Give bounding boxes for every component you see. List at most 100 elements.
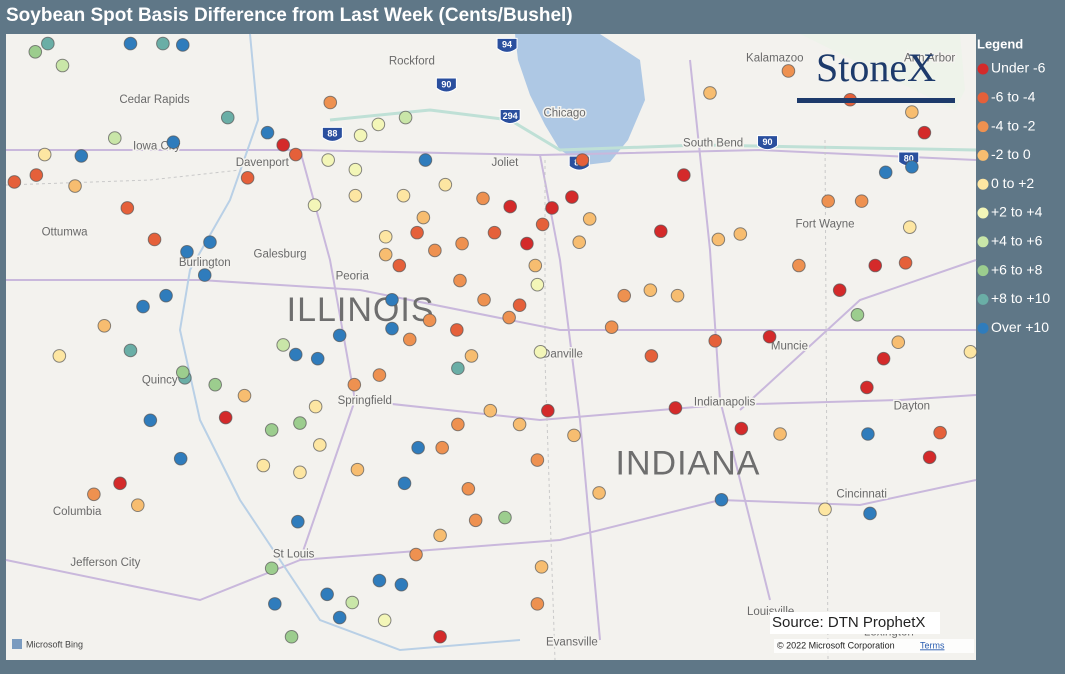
basis-point xyxy=(260,125,275,140)
city-label: Cincinnati xyxy=(836,488,887,500)
basis-point xyxy=(372,368,387,382)
basis-point xyxy=(878,165,893,180)
basis-point xyxy=(541,403,555,418)
basis-point xyxy=(876,351,891,366)
basis-point xyxy=(714,492,729,507)
basis-point xyxy=(68,179,82,193)
legend: Legend Under -6 -6 to -4 -4 to -2 -2 to 0 0 … xyxy=(977,36,1050,334)
city-label: Danville xyxy=(542,349,583,361)
highway-number: 90 xyxy=(441,79,451,89)
basis-point xyxy=(422,313,437,328)
city-label: Jefferson City xyxy=(70,557,140,569)
city-label: Joliet xyxy=(492,157,520,169)
basis-point xyxy=(416,210,431,225)
basis-point xyxy=(654,224,668,239)
basis-point xyxy=(821,194,835,208)
legend-label: Under -6 xyxy=(991,60,1046,76)
basis-point xyxy=(159,288,173,303)
highway-number: 80 xyxy=(904,153,914,163)
basis-point xyxy=(377,613,392,628)
basis-point xyxy=(52,349,67,363)
basis-point xyxy=(677,168,691,182)
basis-point xyxy=(455,236,469,251)
basis-point xyxy=(668,401,683,415)
legend-label: 0 to +2 xyxy=(991,175,1034,191)
river xyxy=(178,33,521,652)
basis-point xyxy=(483,403,498,418)
basis-point xyxy=(371,117,386,132)
basis-point xyxy=(476,191,490,206)
basis-point xyxy=(433,629,447,644)
title: Soybean Spot Basis Difference from Last … xyxy=(6,5,573,26)
basis-point xyxy=(922,450,937,465)
basis-point xyxy=(592,486,606,500)
basis-point xyxy=(512,417,527,432)
legend-label: +4 to +6 xyxy=(991,233,1043,249)
map-background xyxy=(6,34,976,660)
basis-point xyxy=(902,220,917,234)
legend-label: -6 to -4 xyxy=(991,89,1036,105)
basis-point xyxy=(435,440,449,455)
basis-point xyxy=(385,321,399,336)
highway-number: 294 xyxy=(503,111,518,121)
state-label: INDIANA xyxy=(616,444,761,482)
basis-point xyxy=(418,153,433,167)
highway-number: 90 xyxy=(762,137,772,147)
basis-point xyxy=(464,349,479,363)
basis-point xyxy=(264,423,279,437)
basis-point xyxy=(397,476,412,491)
basis-point xyxy=(372,573,387,588)
basis-point xyxy=(293,465,307,480)
basis-point xyxy=(832,283,847,297)
basis-point xyxy=(268,597,282,611)
basis-point xyxy=(175,38,190,52)
basis-point xyxy=(220,110,235,125)
basis-point xyxy=(288,147,303,162)
city-label: St Louis xyxy=(273,549,315,561)
basis-point xyxy=(55,58,70,73)
city-label: Indianapolis xyxy=(694,397,756,409)
city-label: Chicago xyxy=(543,107,585,119)
basis-point xyxy=(773,427,787,441)
basis-point xyxy=(74,149,89,163)
basis-point xyxy=(396,188,411,203)
basis-point xyxy=(237,388,252,403)
basis-point xyxy=(898,255,913,270)
basis-point xyxy=(123,343,138,358)
basis-point xyxy=(468,513,483,528)
highway-number: 88 xyxy=(327,129,337,139)
basis-point xyxy=(534,560,549,574)
basis-point xyxy=(120,201,135,215)
basis-point xyxy=(854,194,869,208)
basis-point xyxy=(905,105,919,119)
basis-point xyxy=(29,168,44,182)
city-label: Ann Arbor xyxy=(904,53,955,65)
basis-point xyxy=(208,377,223,392)
basis-point xyxy=(502,310,516,325)
basis-point xyxy=(567,428,581,443)
basis-point xyxy=(905,160,919,174)
basis-point xyxy=(450,323,464,337)
basis-point xyxy=(284,629,299,644)
legend-label: -4 to -2 xyxy=(991,117,1036,133)
legend-swatch xyxy=(977,322,989,334)
city-label: Columbia xyxy=(53,506,102,518)
basis-point xyxy=(644,349,659,363)
logo: StoneX xyxy=(797,45,955,103)
basis-point xyxy=(535,217,550,232)
basis-point xyxy=(203,235,217,250)
basis-point xyxy=(528,258,543,273)
basis-point xyxy=(350,462,365,477)
basis-point xyxy=(451,417,465,432)
highway-shield xyxy=(435,77,457,93)
basis-point xyxy=(861,427,875,441)
basis-point xyxy=(670,288,685,303)
basis-point xyxy=(320,587,334,602)
bing: Microsoft Bing xyxy=(26,639,83,649)
city-label: Quincy xyxy=(142,375,178,387)
city-label: Davenport xyxy=(236,157,290,169)
city-label: Burlington xyxy=(179,257,231,269)
basis-point xyxy=(438,177,453,192)
terms-link[interactable]: Terms xyxy=(920,640,945,650)
basis-point xyxy=(487,225,502,240)
